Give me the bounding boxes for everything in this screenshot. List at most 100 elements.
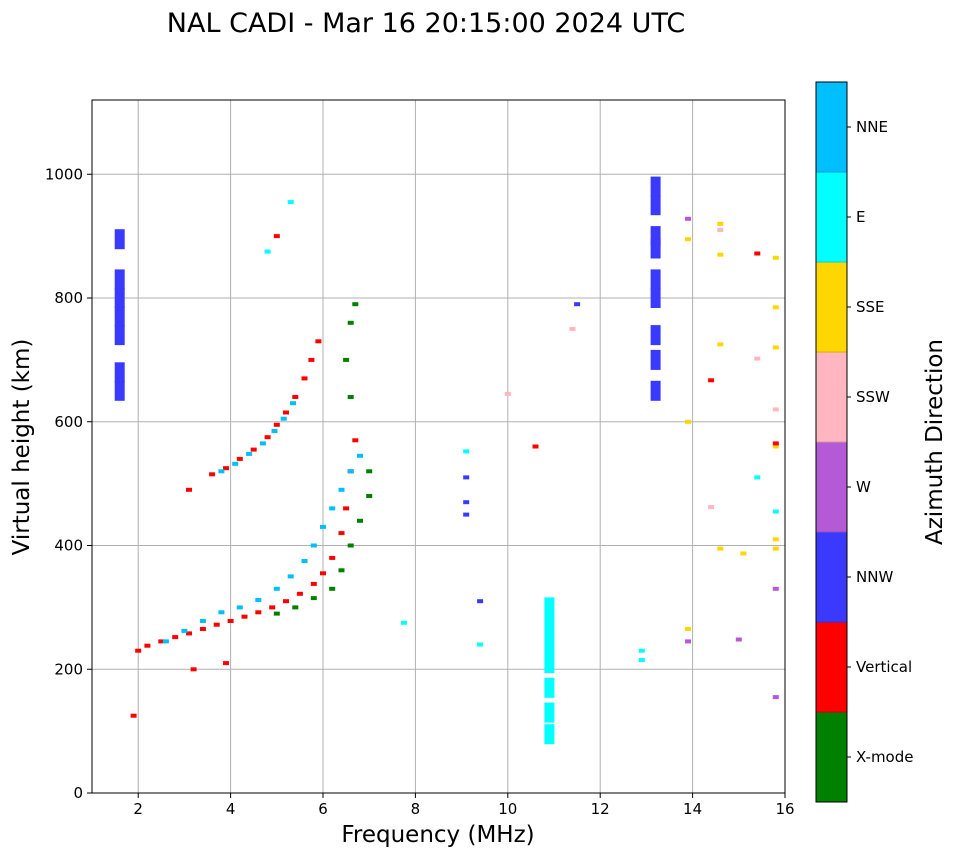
echo-point [213, 622, 220, 627]
echo-point [772, 695, 779, 700]
echo-point [144, 643, 151, 648]
echo-point [343, 506, 350, 511]
echo-point [772, 407, 779, 412]
x-axis-ticks: 2 4 6 8 10 12 14 16 [133, 793, 795, 818]
echo-point [366, 469, 373, 474]
echo-point [685, 639, 691, 644]
echo-point [772, 586, 779, 591]
echo-point [236, 605, 243, 610]
echo-point [264, 249, 271, 254]
echo-point [504, 391, 511, 396]
echo-point [296, 591, 303, 596]
echo-point [232, 461, 239, 466]
series-x-mode-trace [273, 302, 373, 616]
echo-point [772, 255, 779, 260]
echo-point [338, 568, 345, 573]
x-tick-label: 12 [591, 800, 610, 818]
echo-point [650, 325, 661, 346]
colorbar-category-label: SSW [856, 388, 890, 406]
x-tick-label: 16 [775, 800, 794, 818]
echo-point [181, 628, 188, 633]
x-axis-label: Frequency (MHz) [341, 822, 534, 848]
colorbar-category-label: E [856, 208, 865, 226]
echo-point [301, 559, 308, 563]
colorbar-category-label: Vertical [856, 658, 912, 676]
series-right-side-w [685, 216, 779, 700]
series-right-side-ssw [504, 227, 779, 510]
echo-point [754, 475, 761, 480]
echo-point [708, 378, 715, 383]
colorbar-segment [816, 622, 847, 713]
y-tick-label: 0 [73, 784, 83, 802]
echo-point [772, 441, 779, 446]
echo-point [772, 345, 779, 350]
echo-point [199, 619, 206, 623]
echo-point [246, 451, 253, 456]
echo-point [223, 661, 229, 666]
echo-point [400, 620, 407, 625]
echo-point [650, 269, 661, 290]
colorbar: X-mode Vertical NNW W SSW SSE E NNE [815, 81, 913, 803]
colorbar-segment [816, 442, 847, 533]
echo-point [130, 713, 137, 718]
echo-point [209, 472, 216, 477]
y-tick-label: 400 [54, 537, 83, 555]
echo-point [544, 677, 555, 698]
y-tick-label: 1000 [45, 165, 83, 183]
echo-point [347, 395, 354, 399]
echo-point [259, 441, 266, 446]
colorbar-segment [816, 262, 847, 353]
echo-point [190, 667, 197, 672]
echo-point [320, 571, 326, 576]
echo-point [158, 639, 165, 644]
echo-point [544, 634, 555, 655]
echo-point [347, 320, 354, 325]
echo-point [320, 524, 326, 529]
echo-point [172, 635, 179, 640]
echo-point [685, 419, 691, 424]
echo-point [650, 176, 661, 197]
colorbar-segment [816, 532, 847, 623]
echo-point [255, 598, 262, 602]
echo-point [287, 574, 294, 579]
echo-point [162, 639, 169, 644]
echo-point [650, 380, 661, 401]
echo-point [227, 619, 234, 623]
echo-point [292, 605, 299, 610]
y-axis-ticks: 0 200 400 600 800 1000 [45, 165, 92, 802]
colorbar-category-label: NNE [856, 118, 888, 136]
echo-point [532, 444, 539, 449]
plot-area [91, 99, 786, 794]
series-isolated-9-mhz [463, 302, 581, 604]
echo-point [477, 642, 484, 647]
series-isolated-e [264, 200, 779, 662]
echo-point [271, 429, 278, 433]
series-isolated-vertical [130, 234, 779, 718]
echo-point [186, 487, 192, 492]
echo-point [463, 512, 470, 517]
echo-point [264, 435, 271, 440]
echo-point [236, 456, 243, 461]
x-tick-label: 10 [498, 800, 517, 818]
x-tick-label: 8 [411, 800, 421, 818]
echo-point [638, 658, 645, 662]
echo-point [717, 227, 724, 232]
echo-point [347, 469, 354, 474]
echo-point [352, 302, 359, 307]
echo-point [338, 487, 345, 492]
echo-point [772, 546, 779, 551]
echo-point [347, 543, 354, 548]
echo-point [269, 605, 276, 610]
echo-point [544, 724, 555, 745]
echo-point [650, 195, 661, 216]
colorbar-category-label: NNW [856, 568, 893, 586]
series-f-trace-nne [162, 453, 363, 644]
data-marks [114, 176, 779, 745]
colorbar-segment [816, 712, 847, 803]
echo-point [310, 581, 317, 586]
echo-point [650, 226, 661, 247]
echo-point [290, 401, 296, 406]
echo-point [477, 599, 484, 604]
